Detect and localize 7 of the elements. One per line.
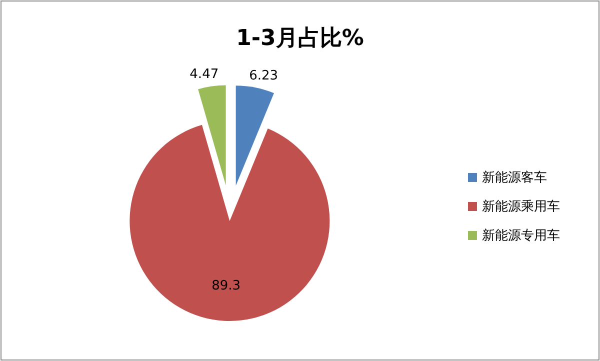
legend-label: 新能源客车 xyxy=(482,170,547,186)
legend-label: 新能源乘用车 xyxy=(482,200,560,215)
data-label: 6.23 xyxy=(249,68,278,84)
chart-title: 1-3月占比% xyxy=(236,26,364,51)
legend-label: 新能源专用车 xyxy=(482,228,560,244)
data-label: 89.3 xyxy=(212,278,241,294)
data-label: 4.47 xyxy=(190,66,219,82)
